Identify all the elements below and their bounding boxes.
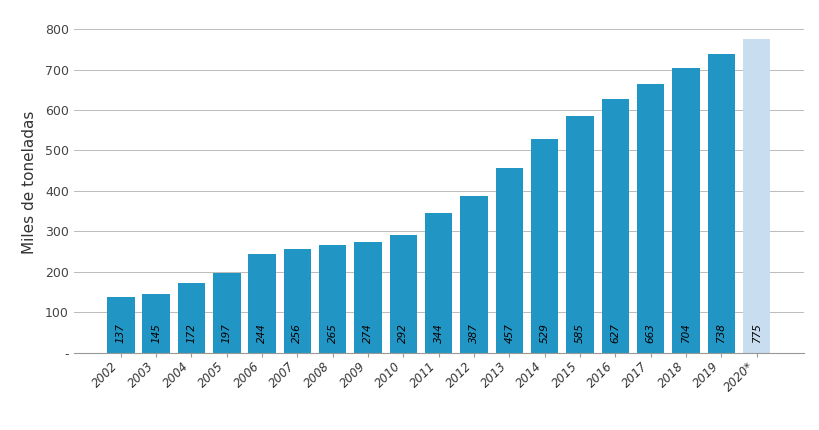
Text: 704: 704 <box>680 323 690 343</box>
Bar <box>530 138 558 353</box>
Text: 197: 197 <box>221 323 232 343</box>
Bar <box>178 283 205 353</box>
Text: 244: 244 <box>256 323 267 343</box>
Text: 627: 627 <box>609 323 620 343</box>
Text: 172: 172 <box>186 323 197 343</box>
Text: 738: 738 <box>716 323 726 343</box>
Bar <box>495 168 523 353</box>
Text: 145: 145 <box>151 323 161 343</box>
Text: 137: 137 <box>115 323 125 343</box>
Bar <box>601 99 628 353</box>
Bar <box>143 294 170 353</box>
Bar <box>742 39 770 353</box>
Text: 457: 457 <box>504 323 514 343</box>
Bar <box>672 68 699 353</box>
Bar <box>566 116 593 353</box>
Bar <box>707 54 734 353</box>
Bar <box>424 213 452 353</box>
Bar <box>283 249 310 353</box>
Bar <box>389 234 417 353</box>
Text: 274: 274 <box>363 323 373 343</box>
Bar <box>459 196 487 353</box>
Bar <box>354 242 382 353</box>
Text: 256: 256 <box>292 323 302 343</box>
Text: 585: 585 <box>574 323 584 343</box>
Bar <box>636 84 663 353</box>
Text: 529: 529 <box>539 323 549 343</box>
Text: 775: 775 <box>751 323 761 343</box>
Bar <box>248 254 275 353</box>
Bar <box>106 297 134 353</box>
Text: 663: 663 <box>645 323 655 343</box>
Y-axis label: Miles de toneladas: Miles de toneladas <box>21 111 37 255</box>
Text: 265: 265 <box>328 323 337 343</box>
Bar <box>213 273 240 353</box>
Text: 344: 344 <box>433 323 443 343</box>
Text: 387: 387 <box>468 323 478 343</box>
Text: 292: 292 <box>398 323 408 343</box>
Bar <box>319 246 346 353</box>
